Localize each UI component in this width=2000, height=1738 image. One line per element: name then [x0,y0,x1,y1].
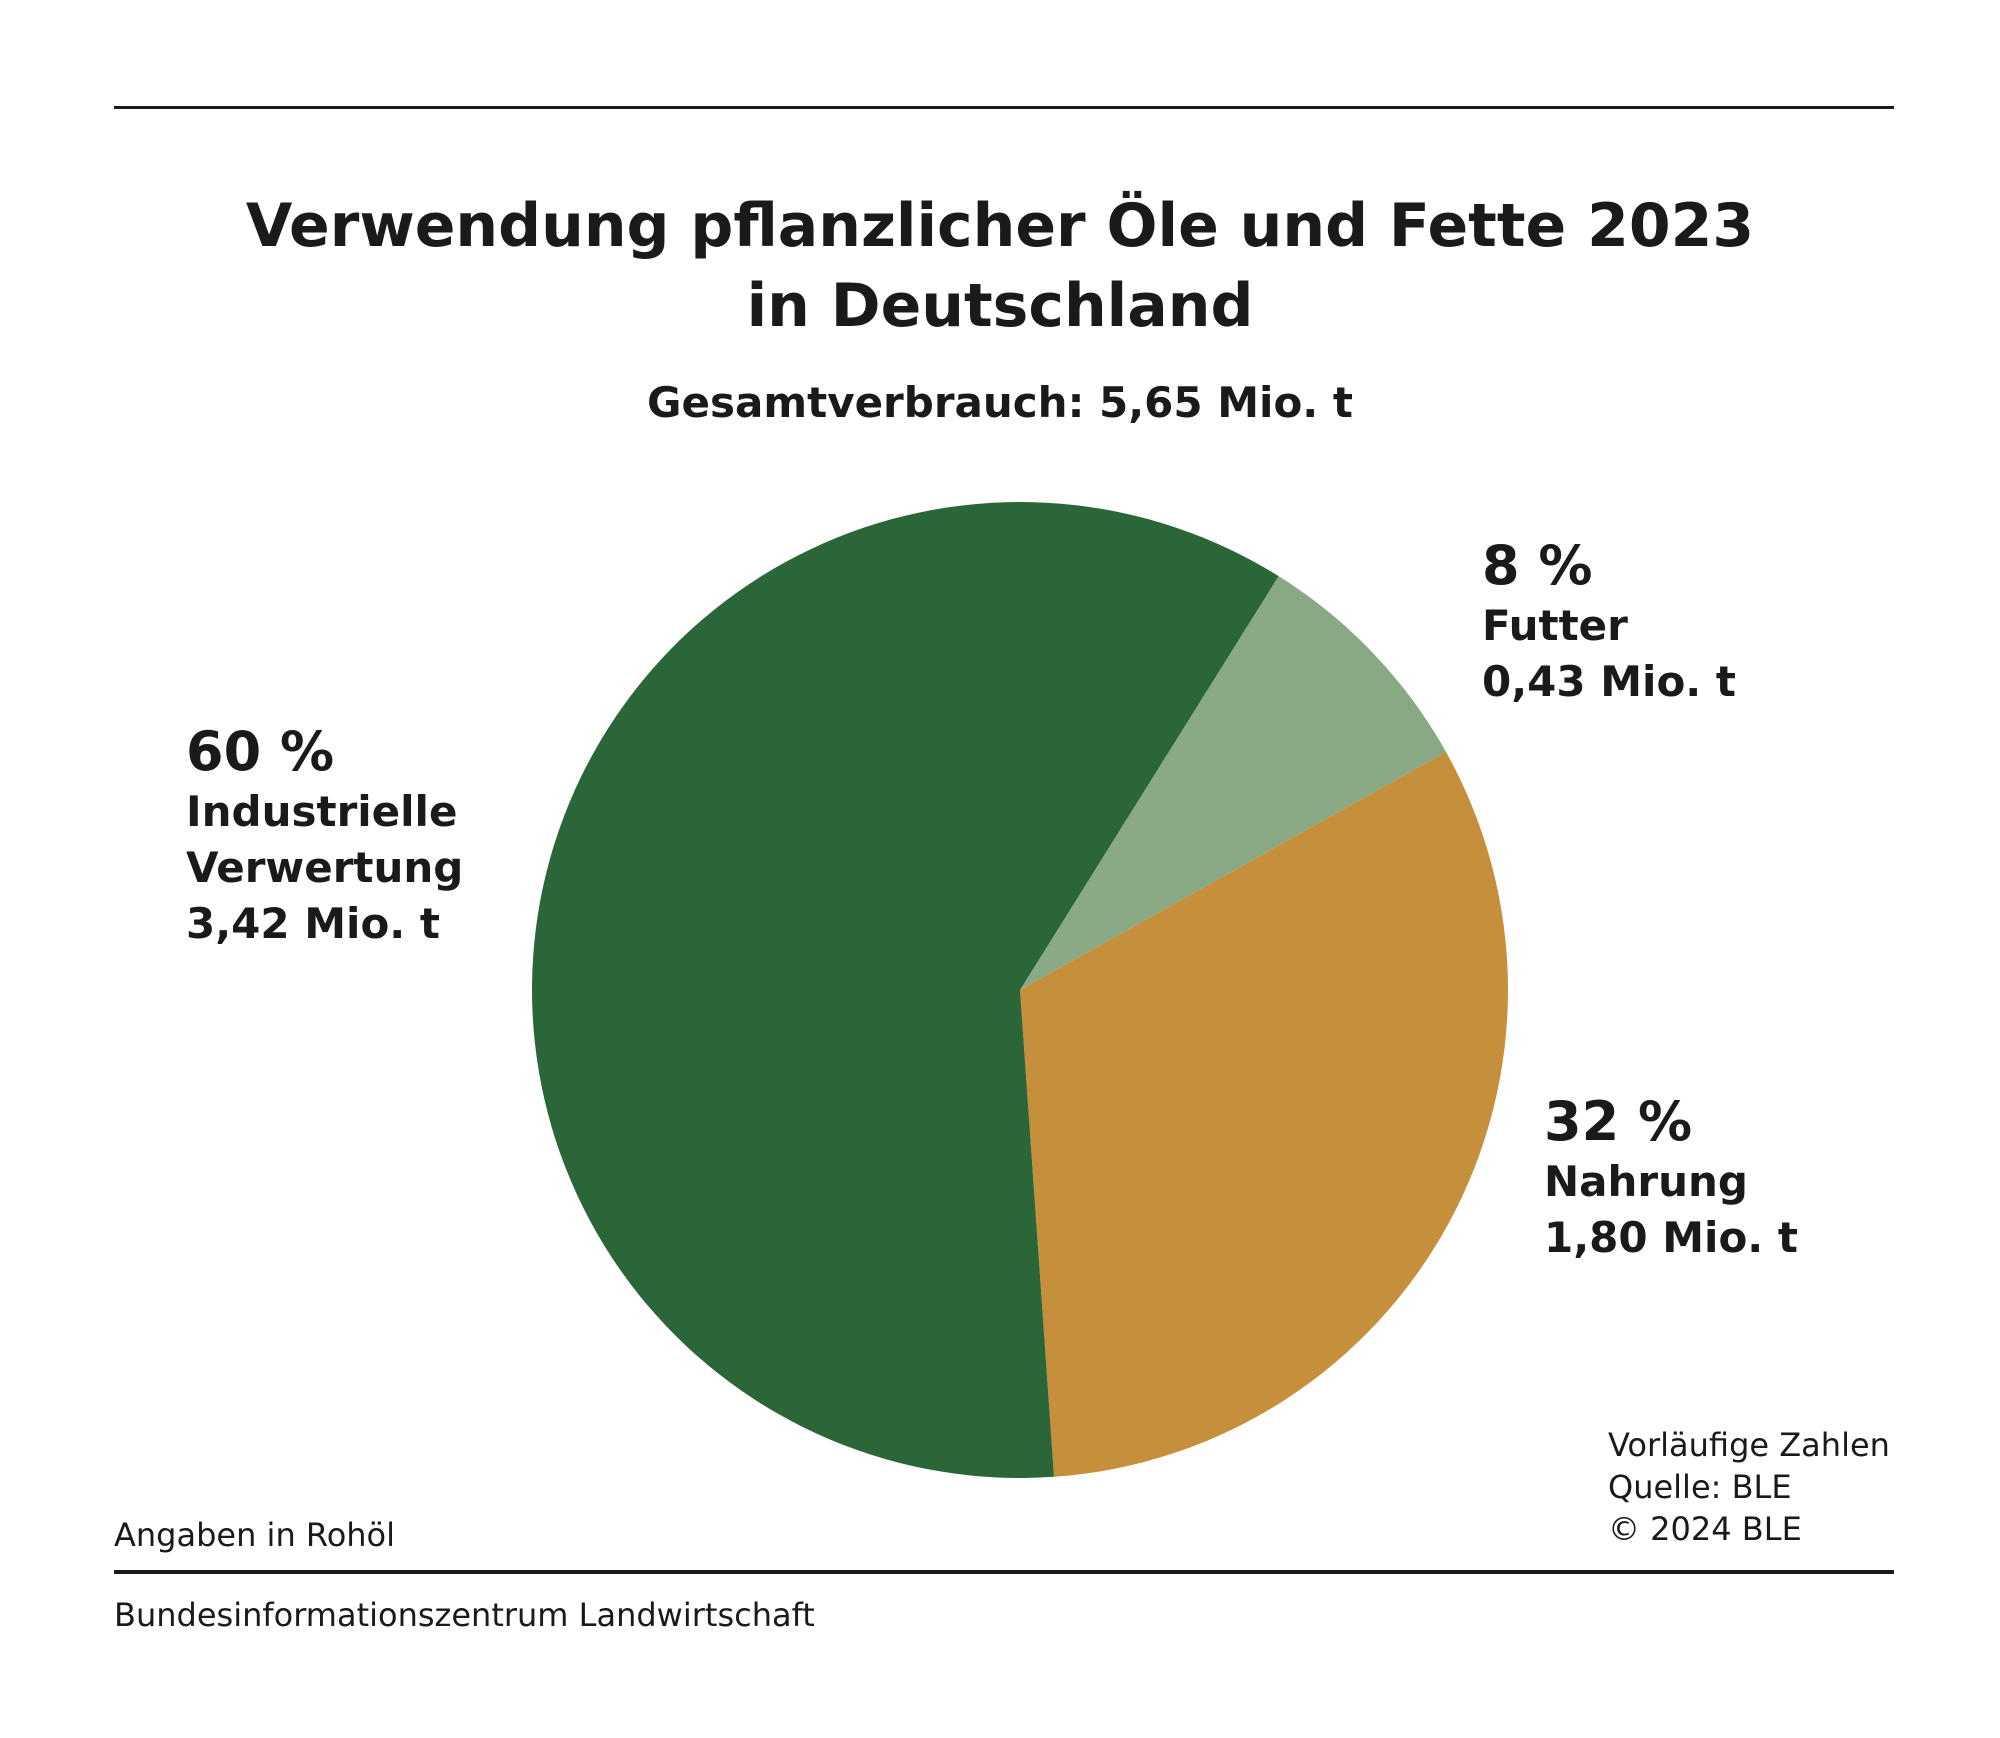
top-rule [114,106,1894,109]
label-industrie-percent: 60 % [186,720,335,783]
note-preliminary: Vorläufige Zahlen [1608,1426,1890,1464]
note-copyright: © 2024 BLE [1608,1510,1802,1548]
chart-title: Verwendung pflanzlicher Öle und Fette 20… [0,186,2000,346]
note-source: Quelle: BLE [1608,1468,1792,1506]
label-industrie-name-line-2: Verwertung [186,843,464,892]
label-nahrung-name: Nahrung [1544,1157,1748,1206]
source-notes: Vorläufige Zahlen Quelle: BLE © 2024 BLE [1608,1424,1890,1550]
label-industrie-amount: 3,42 Mio. t [186,899,440,948]
pie-slice-1 [1020,576,1446,990]
chart-subtitle: Gesamtverbrauch: 5,65 Mio. t [647,378,1353,427]
label-futter-name: Futter [1482,601,1628,650]
title-line-1: Verwendung pflanzlicher Öle und Fette 20… [245,191,1755,261]
pie-slice-2 [1020,751,1508,1477]
label-nahrung: 32 % Nahrung 1,80 Mio. t [1544,1090,1798,1266]
label-nahrung-percent: 32 % [1544,1090,1693,1153]
bottom-rule [114,1570,1894,1574]
label-futter: 8 % Futter 0,43 Mio. t [1482,534,1736,710]
title-line-2: in Deutschland [746,271,1254,341]
label-industrie: 60 % Industrielle Verwertung 3,42 Mio. t [186,720,463,952]
footer-credit: Bundesinformationszentrum Landwirtschaft [114,1596,815,1634]
pie-slice-3 [532,501,1279,1479]
label-futter-amount: 0,43 Mio. t [1482,657,1736,706]
label-industrie-name-line-1: Industrielle [186,787,458,836]
unit-note: Angaben in Rohöl [114,1516,396,1554]
label-futter-percent: 8 % [1482,534,1593,597]
label-nahrung-amount: 1,80 Mio. t [1544,1213,1798,1262]
